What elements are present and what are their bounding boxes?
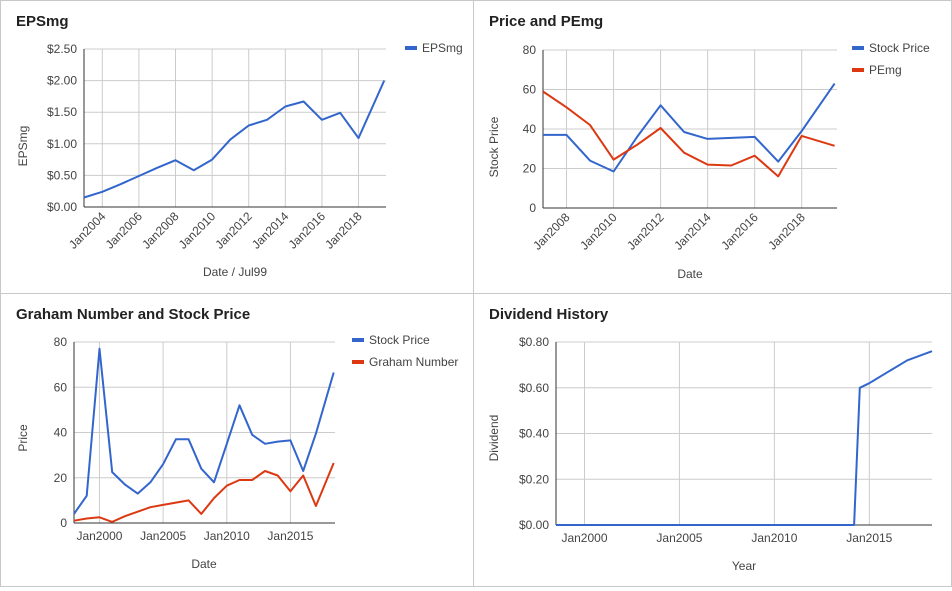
x-tick-label: Jan2008	[530, 210, 573, 253]
chart-title-epsmg: EPSmg	[16, 13, 69, 30]
legend-label: Graham Number	[369, 355, 458, 369]
x-tick-label: Jan2014	[249, 209, 292, 252]
chart-title-dividend: Dividend History	[489, 306, 609, 323]
y-tick-label: 0	[60, 516, 67, 530]
series-line-dividend	[556, 350, 933, 526]
y-tick-label: 60	[523, 83, 537, 97]
y-axis-title: EPSmg	[16, 126, 30, 167]
x-tick-label: Jan2005	[656, 531, 702, 545]
x-tick-label: Jan2018	[765, 210, 808, 253]
y-tick-label: $1.50	[47, 105, 77, 119]
x-tick-label: Jan2012	[624, 210, 667, 253]
chart-title-price-pemg: Price and PEmg	[489, 13, 604, 30]
x-tick-label: Jan2008	[139, 209, 182, 252]
y-tick-label: $0.60	[519, 381, 549, 395]
y-tick-label: 20	[54, 471, 68, 485]
x-tick-label: Jan2005	[140, 529, 186, 543]
y-axis-title: Price	[16, 424, 30, 452]
y-tick-label: 20	[523, 162, 537, 176]
series-line-stock-price	[543, 83, 836, 173]
x-tick-label: Jan2004	[66, 209, 109, 252]
y-tick-label: $0.00	[519, 518, 549, 532]
y-tick-label: $2.50	[47, 42, 77, 56]
y-tick-label: 0	[529, 201, 536, 215]
chart-epsmg: $0.00$0.50$1.00$1.50$2.00$2.50Jan2004Jan…	[16, 41, 463, 279]
legend-swatch	[352, 360, 364, 364]
x-tick-label: Jan2018	[322, 209, 365, 252]
panel-epsmg: $0.00 $0.50 $1.00 $1.50 $2.00 $2.50 Jan2004 Jan…	[0, 0, 474, 294]
panel-graham: 0 20 40 60 80 Jan2000 Jan2005 Jan2010 Jan2015 Dat…	[0, 293, 474, 587]
x-axis-title: Date / Jul99	[203, 265, 267, 279]
series-line-graham-number	[73, 462, 335, 523]
x-axis-title: Year	[732, 559, 756, 573]
x-axis-title: Date	[677, 267, 703, 281]
panel-price-pemg: 0 20 40 60 80 Jan2008 Jan2010 Jan2012 Jan2014 Jan…	[473, 0, 952, 294]
legend-label: PEmg	[869, 63, 902, 77]
legend-label: Stock Price	[869, 41, 930, 55]
series-line-pemg	[542, 90, 835, 178]
y-tick-label: $0.00	[47, 200, 77, 214]
y-tick-label: 80	[54, 335, 68, 349]
y-tick-label: $0.40	[519, 427, 549, 441]
y-tick-label: $0.80	[519, 335, 549, 349]
series-line-epsmg	[83, 80, 386, 199]
chart-dividend: $0.00 $0.20 $0.40 $0.60 $0.80 Jan2000 Jan2005 J…	[487, 335, 933, 573]
chart-title-graham: Graham Number and Stock Price	[16, 306, 251, 323]
series-line-stock-price	[73, 347, 335, 515]
legend-label: Stock Price	[369, 333, 430, 347]
y-tick-label: 60	[54, 380, 68, 394]
x-tick-label: Jan2010	[176, 209, 219, 252]
x-tick-label: Jan2015	[267, 529, 313, 543]
y-axis-title: Stock Price	[487, 116, 501, 177]
legend-swatch	[852, 68, 864, 72]
y-tick-label: $1.00	[47, 137, 77, 151]
legend-label: EPSmg	[422, 41, 463, 55]
panel-dividend: $0.00 $0.20 $0.40 $0.60 $0.80 Jan2000 Jan2005 J…	[473, 293, 952, 587]
x-tick-label: Jan2015	[846, 531, 892, 545]
x-tick-label: Jan2000	[561, 531, 607, 545]
y-axis-title: Dividend	[487, 415, 501, 462]
y-tick-label: 80	[523, 43, 537, 57]
x-tick-label: Jan2010	[751, 531, 797, 545]
y-tick-label: 40	[523, 122, 537, 136]
y-tick-label: $0.50	[47, 168, 77, 182]
x-tick-label: Jan2014	[671, 210, 714, 253]
x-tick-label: Jan2016	[286, 209, 329, 252]
x-tick-label: Jan2006	[103, 209, 146, 252]
legend-swatch	[405, 46, 417, 50]
y-tick-label: $0.20	[519, 472, 549, 486]
x-axis-title: Date	[191, 557, 217, 571]
y-tick-label: $2.00	[47, 74, 77, 88]
legend-swatch	[352, 338, 364, 342]
x-tick-label: Jan2010	[204, 529, 250, 543]
x-tick-label: Jan2000	[76, 529, 122, 543]
legend-swatch	[852, 46, 864, 50]
y-tick-label: 40	[54, 426, 68, 440]
x-tick-label: Jan2012	[212, 209, 255, 252]
x-tick-label: Jan2016	[718, 210, 761, 253]
chart-graham: 0 20 40 60 80 Jan2000 Jan2005 Jan2010 Jan2015 Dat…	[16, 333, 458, 571]
x-tick-label: Jan2010	[577, 210, 620, 253]
